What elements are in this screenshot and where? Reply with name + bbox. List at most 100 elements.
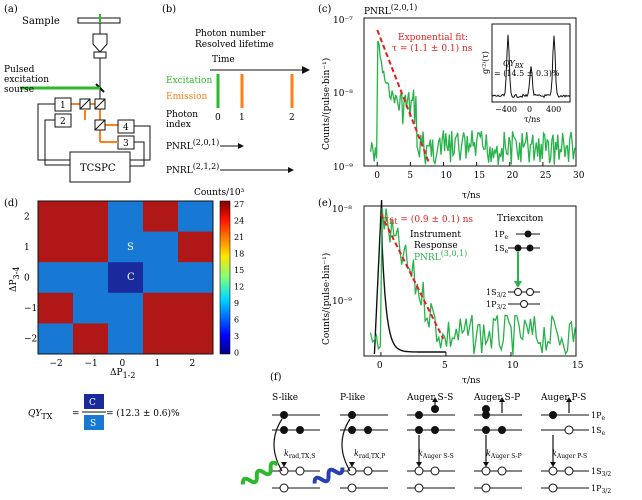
panel-c-label: (c) (318, 4, 332, 15)
f-hole (481, 483, 491, 493)
cable-3 (130, 141, 145, 167)
e-ytick-2: 10⁻⁹ (332, 297, 352, 307)
detector-2-label: 2 (60, 117, 66, 127)
f-hole (564, 466, 574, 476)
beam-splitter-2-diag (94, 98, 106, 110)
f-hole (347, 483, 357, 493)
c-inset-xlabel: τ/ns (524, 115, 540, 124)
d-heatmap-cell (178, 262, 214, 294)
d-qy-denominator: S (90, 419, 96, 429)
d-axes (37, 200, 214, 355)
panel-a: (a) Sample Pulsed excitation sourse 1 2 … (4, 4, 151, 183)
f-decay-arrow (341, 418, 351, 472)
d-cbar-tick-label: 27 (234, 200, 244, 209)
f-electron (431, 426, 439, 434)
d-heatmap-cell (178, 231, 214, 263)
c-xlabel: τ/ns (462, 191, 481, 201)
f-electron (348, 411, 356, 419)
time-axis-arrow (302, 66, 310, 74)
d-heatmap-cell (38, 292, 74, 324)
c-fit-label-2: τ = (1.1 ± 0.1) ns (392, 43, 473, 54)
objective-base (93, 51, 107, 59)
detector-4-label: 4 (123, 123, 129, 133)
d-xticks: −2 −1 0 1 2 (50, 359, 196, 369)
d-heatmap-cell (73, 292, 109, 324)
f-k4: kAuger S-P (486, 449, 522, 460)
c-inset-xtick-2: 0 (527, 105, 532, 114)
panel-b: (b) Photon number Resolved lifetime Time… (162, 4, 310, 176)
panel-f-label: (f) (270, 372, 282, 383)
e-legend-pnrl: PNRL(3,0,1) (414, 249, 467, 263)
f-lvl-1se: 1Se (591, 426, 606, 437)
f-col-auger-sp: Auger S-P (473, 393, 520, 403)
d-heatmap-cell (38, 201, 74, 233)
f-hole (414, 483, 424, 493)
f-hole (481, 466, 491, 476)
f-decay-arrowhead (416, 462, 422, 467)
f-decay-arrow (273, 418, 283, 472)
d-xtick-label: 0 (120, 359, 126, 369)
panel-a-label: (a) (4, 4, 18, 15)
f-hole (279, 483, 289, 493)
c-inset-qy-val: = (14.5 ± 0.3)% (494, 69, 560, 78)
b-pnrl-2: PNRL(2,1,2) (166, 162, 219, 176)
e-triexciton-title: Triexciton (497, 214, 544, 224)
f-auger-arrowhead (566, 397, 572, 402)
e-fit-curve (380, 213, 445, 340)
c-axes (363, 17, 577, 167)
e-hole-1s32-2 (526, 288, 534, 296)
d-heatmap-cell (38, 323, 74, 355)
f-hole (548, 483, 558, 493)
f-electron (482, 411, 490, 419)
f-electron (549, 411, 557, 419)
e-electron-1se-1 (514, 244, 522, 252)
f-auger-arrowhead (499, 397, 505, 402)
f-col-p-like: P-like (340, 393, 365, 403)
e-electron-1pe (524, 230, 532, 238)
laser-label-1: Pulsed (4, 65, 35, 75)
f-electron (348, 426, 356, 434)
panel-b-label: (b) (162, 4, 176, 15)
f-hole (497, 466, 507, 476)
d-cbar-tick-label: 6 (234, 316, 239, 325)
panel-e-label: (e) (318, 198, 332, 209)
c-xticks: 0 5 10 15 20 25 30 (374, 162, 585, 181)
d-qy-rhs: = (12.3 ± 0.6)% (106, 408, 180, 419)
f-blue-photon (312, 467, 345, 484)
f-hole (295, 466, 305, 476)
d-heatmap-cell (178, 201, 214, 233)
d-ytick-label: −1 (24, 304, 37, 314)
f-hole (548, 466, 558, 476)
photon-index-1: 1 (239, 113, 245, 123)
f-electron (482, 426, 490, 434)
e-xtick-label: 15 (572, 361, 584, 371)
d-heatmap-cell (108, 292, 144, 324)
d-heatmap-cell (143, 323, 179, 355)
e-xticks: 0 5 10 15 (377, 352, 584, 371)
cable-2 (44, 119, 70, 166)
f-level-diagrams (272, 397, 589, 493)
d-cbar-title: Counts/10³ (194, 188, 245, 198)
d-ytick-label: 2 (24, 212, 30, 222)
c-inset-trace (491, 34, 571, 99)
b-time-label: Time (212, 55, 235, 65)
d-heatmap-cell (108, 201, 144, 233)
c-xtick-label: 15 (474, 171, 486, 181)
d-cbar-tick-label: 18 (234, 250, 244, 259)
c-xtick-label: 30 (573, 171, 585, 181)
c-inset-ylabel: g⁽²⁾(τ) (481, 51, 490, 74)
c-ytick-1: 10⁻⁷ (333, 16, 353, 26)
d-ytick-label: 1 (24, 243, 30, 253)
c-xtick-label: 20 (507, 171, 519, 181)
f-electron (415, 426, 423, 434)
f-decay-arrowhead (483, 462, 489, 467)
tcspc-box (69, 151, 131, 183)
e-xlabel: τ/ns (462, 376, 481, 386)
f-hole (347, 466, 357, 476)
f-decay-arrowhead (281, 462, 287, 467)
f-lvl-1s32: 1S3/2 (591, 467, 611, 478)
d-ytick-label: 0 (24, 274, 30, 284)
panel-d-label: (d) (4, 198, 18, 209)
c-xtick-label: 0 (374, 171, 380, 181)
